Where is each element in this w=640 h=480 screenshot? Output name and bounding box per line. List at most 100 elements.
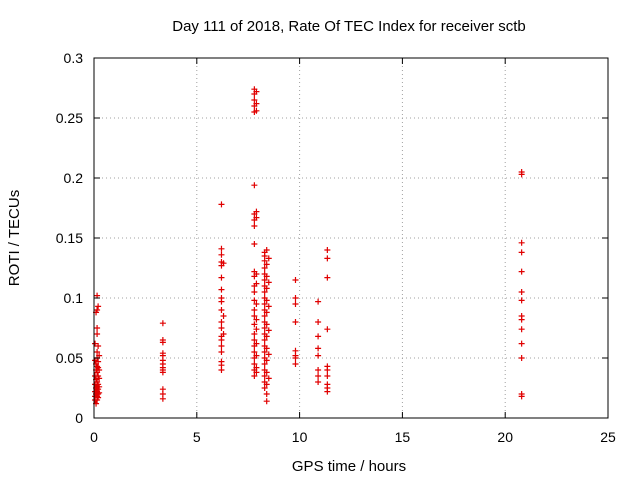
- data-point: [518, 268, 525, 275]
- data-point: [518, 393, 525, 400]
- data-point: [261, 373, 268, 379]
- data-point: [315, 373, 322, 379]
- data-point: [95, 358, 102, 365]
- x-axis-label: GPS time / hours: [292, 458, 406, 475]
- data-point: [253, 316, 260, 323]
- data-point: [218, 245, 225, 252]
- data-point: [263, 309, 270, 316]
- data-point: [261, 277, 268, 283]
- data-point: [324, 326, 331, 333]
- data-point: [220, 331, 227, 337]
- data-point: [218, 274, 225, 281]
- data-point: [263, 391, 270, 397]
- data-point: [261, 325, 268, 331]
- data-point: [265, 303, 272, 310]
- data-point: [518, 249, 525, 256]
- data-point: [253, 326, 260, 333]
- data-point: [253, 369, 260, 376]
- data-point: [218, 286, 225, 293]
- axis-tick-labels: 0 5 10 15 20 25 0 0.05 0.1 0.15 0.2 0.25 0.3: [56, 50, 616, 445]
- data-point: [253, 301, 260, 307]
- data-point: [261, 265, 268, 271]
- data-point: [261, 385, 268, 391]
- data-point: [220, 313, 227, 319]
- data-point: [96, 367, 103, 373]
- data-point: [95, 303, 102, 310]
- data-point: [94, 307, 101, 313]
- data-point: [253, 280, 260, 287]
- x-tick-label: 10: [292, 429, 308, 445]
- data-point: [218, 349, 225, 355]
- data-point: [315, 379, 322, 385]
- data-point: [251, 241, 258, 247]
- data-point: [94, 349, 101, 355]
- data-point: [218, 307, 225, 313]
- axis-ticks: [93, 57, 609, 419]
- data-point: [218, 343, 225, 349]
- data-point: [251, 223, 258, 229]
- data-point: [265, 327, 272, 334]
- data-point: [253, 340, 260, 347]
- y-tick-label: 0.25: [56, 110, 83, 126]
- data-point: [263, 369, 270, 376]
- data-point: [261, 289, 268, 295]
- data-point: [220, 260, 227, 267]
- data-point: [518, 326, 525, 333]
- x-tick-label: 0: [90, 429, 98, 445]
- data-point: [159, 369, 166, 376]
- data-point: [518, 289, 525, 295]
- data-point: [261, 301, 268, 307]
- data-point: [263, 381, 270, 388]
- data-point: [94, 331, 101, 337]
- data-point: [263, 321, 270, 328]
- data-point: [96, 383, 103, 390]
- y-tick-label: 0.2: [64, 170, 84, 186]
- data-point: [218, 337, 225, 343]
- data-point: [251, 307, 258, 313]
- data-point: [253, 107, 260, 114]
- data-point: [251, 331, 258, 337]
- data-point: [265, 375, 272, 382]
- data-point: [251, 97, 258, 103]
- data-point: [518, 355, 525, 361]
- data-point: [292, 361, 299, 367]
- data-point: [218, 298, 225, 305]
- data-point: [253, 214, 260, 221]
- data-point: [315, 333, 322, 340]
- data-point: [292, 355, 299, 361]
- data-point: [263, 273, 270, 280]
- data-point: [253, 208, 260, 215]
- data-point: [218, 325, 225, 331]
- data-point: [253, 88, 260, 95]
- x-tick-label: 20: [497, 429, 513, 445]
- data-point: [324, 255, 331, 262]
- data-point: [261, 337, 268, 343]
- data-point: [315, 345, 322, 352]
- y-tick-label: 0.3: [64, 50, 84, 66]
- data-point: [324, 388, 331, 395]
- data-point: [159, 320, 166, 327]
- data-point: [95, 394, 102, 401]
- data-point: [292, 295, 299, 301]
- x-tick-label: 25: [600, 429, 616, 445]
- data-point: [251, 349, 258, 355]
- y-tick-label: 0.05: [56, 350, 83, 366]
- data-point: [265, 279, 272, 286]
- data-point: [261, 361, 268, 367]
- data-point: [315, 367, 322, 373]
- data-point: [94, 325, 101, 331]
- data-point: [324, 373, 331, 379]
- data-point: [159, 395, 166, 402]
- data-point: [518, 239, 525, 246]
- y-tick-label: 0.1: [64, 290, 84, 306]
- data-point: [315, 352, 322, 359]
- data-point: [265, 351, 272, 358]
- data-point: [324, 247, 331, 253]
- data-point: [251, 289, 258, 295]
- data-point: [251, 313, 258, 319]
- data-point: [253, 352, 260, 359]
- data-point: [96, 389, 103, 396]
- data-point: [263, 285, 270, 292]
- data-point: [261, 257, 268, 264]
